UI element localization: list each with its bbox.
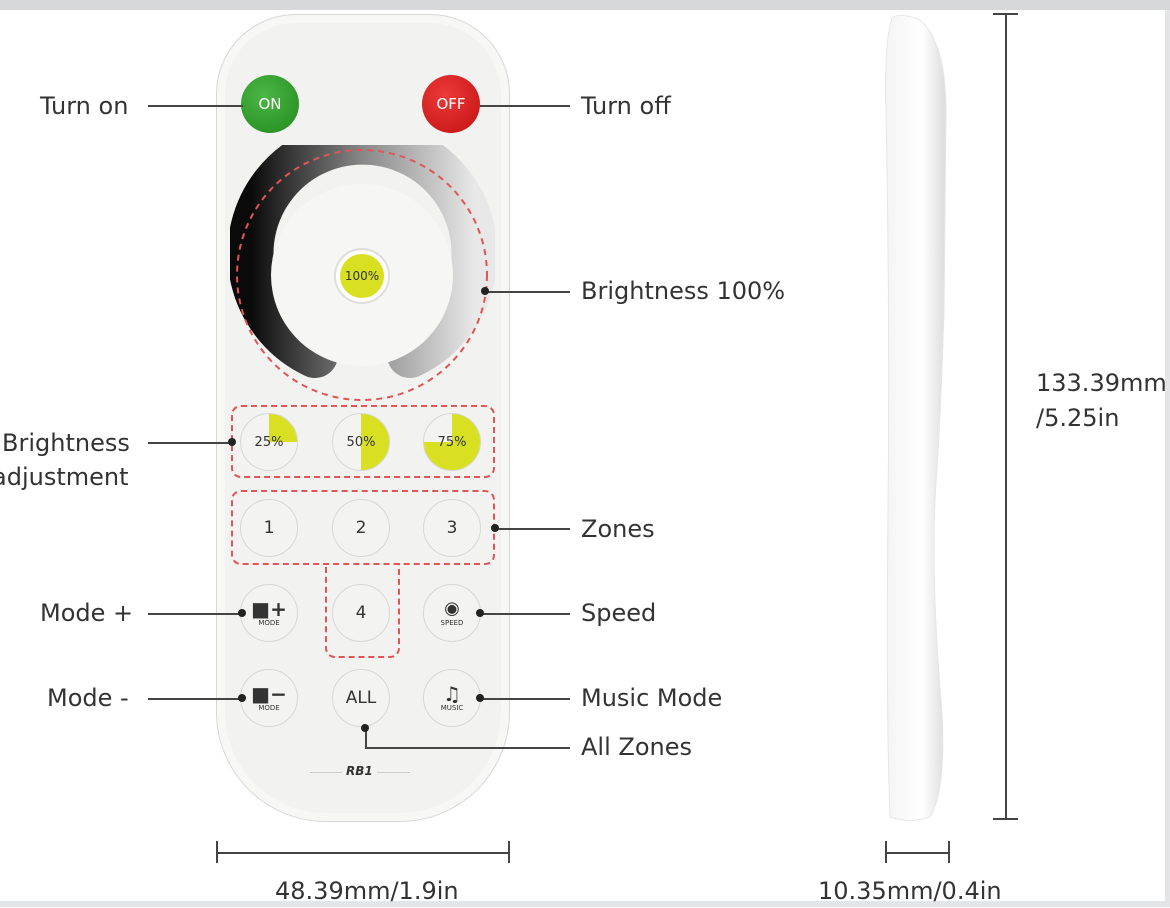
leader-turn-on	[148, 105, 243, 107]
leader-brightness	[485, 291, 570, 293]
mode-minus-button: ■− MODE	[240, 669, 298, 727]
preset-75-button: 75%	[423, 413, 481, 471]
all-button: ALL	[332, 669, 390, 727]
zone-1-button: 1	[240, 499, 298, 557]
label-turn-on: Turn on	[40, 92, 129, 120]
right-border	[1165, 10, 1170, 907]
width-dim-cap-left	[216, 841, 218, 863]
width-dimension-label: 48.39mm/1.9in	[275, 877, 459, 905]
zone-label: 3	[446, 518, 458, 538]
leader-dot	[228, 438, 236, 446]
label-brightness-adjustment-1: Brightness	[2, 429, 130, 457]
preset-label: 75%	[437, 434, 467, 450]
on-button: ON	[241, 75, 299, 133]
thickness-dimension-line	[885, 852, 949, 854]
leader-mode-minus	[148, 698, 242, 700]
music-label: MUSIC	[440, 704, 464, 712]
zone-3-button: 3	[423, 499, 481, 557]
speed-icon: ◉	[444, 598, 460, 619]
leader-dot	[476, 694, 484, 702]
label-brightness-adjustment-2: adjustment	[0, 463, 129, 491]
label-speed: Speed	[581, 599, 657, 627]
thickness-dim-cap-right	[948, 841, 950, 863]
height-dimension-label-2: /5.25in	[1036, 404, 1120, 432]
height-dim-cap-bottom	[993, 818, 1018, 820]
leader-brightness-adjustment	[148, 442, 232, 444]
mode-plus-button: ■+ MODE	[240, 584, 298, 642]
leader-dot	[481, 287, 489, 295]
leader-all-zones	[365, 747, 570, 749]
height-dimension-line	[1005, 13, 1007, 819]
preset-label: 25%	[254, 434, 284, 450]
preset-label: 50%	[346, 434, 376, 450]
zone4-dash-box	[325, 563, 400, 658]
label-brightness: Brightness 100%	[581, 277, 786, 305]
zone-4-button: 4	[332, 584, 390, 642]
zone-2-button: 2	[332, 499, 390, 557]
leader-dot	[491, 524, 499, 532]
on-text: ON	[258, 95, 282, 113]
leader-dot	[238, 694, 246, 702]
width-dimension-line	[216, 852, 509, 854]
height-dim-cap-top	[993, 13, 1018, 15]
off-text: OFF	[436, 95, 466, 113]
mode-plus-icon: ■+	[251, 597, 287, 621]
preset-50-button: 50%	[332, 413, 390, 471]
leader-zones	[495, 528, 570, 530]
mode-label: MODE	[258, 619, 280, 627]
leader-music	[480, 698, 570, 700]
center-label: 100%	[340, 254, 384, 298]
music-note-icon: ♫	[443, 682, 461, 706]
wheel-dash-outline	[236, 149, 488, 401]
bottom-border	[0, 901, 1170, 907]
preset-25-button: 25%	[240, 413, 298, 471]
speed-label: SPEED	[440, 619, 464, 627]
width-dim-cap-right	[508, 841, 510, 863]
label-turn-off: Turn off	[581, 92, 671, 120]
off-button: OFF	[422, 75, 480, 133]
zone-label: 4	[355, 603, 367, 623]
height-dimension-label-1: 133.39mm	[1036, 369, 1167, 397]
speed-button: ◉ SPEED	[423, 584, 481, 642]
leader-dot	[476, 609, 484, 617]
brightness-ring	[230, 145, 495, 378]
center-button: 100%	[334, 248, 390, 304]
label-all-zones: All Zones	[581, 733, 692, 761]
top-border	[0, 0, 1170, 10]
leader-mode-plus	[148, 613, 242, 615]
music-button: ♫ MUSIC	[423, 669, 481, 727]
label-music-mode: Music Mode	[581, 684, 723, 712]
leader-speed	[480, 613, 570, 615]
label-mode-minus: Mode -	[47, 684, 129, 712]
label-zones: Zones	[581, 515, 655, 543]
remote-side-view	[885, 14, 947, 821]
leader-all-vertical	[365, 728, 367, 748]
mode-minus-icon: ■−	[251, 682, 287, 706]
label-mode-plus: Mode +	[40, 599, 134, 627]
all-label: ALL	[345, 688, 377, 708]
mode-label: MODE	[258, 704, 280, 712]
model-name: RB1	[342, 764, 377, 778]
zone-label: 2	[355, 518, 367, 538]
thickness-dimension-label: 10.35mm/0.4in	[818, 877, 1002, 905]
thickness-dim-cap-left	[885, 841, 887, 863]
leader-dot	[238, 609, 246, 617]
zone-label: 1	[263, 518, 275, 538]
leader-turn-off	[480, 105, 570, 107]
leader-dot	[361, 724, 369, 732]
